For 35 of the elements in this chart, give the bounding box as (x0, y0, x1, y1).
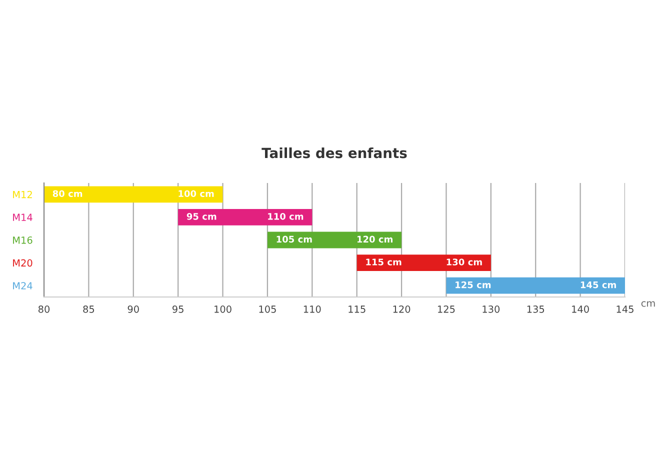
x-tick-label: 115 (348, 306, 366, 313)
x-tick-label: 100 (214, 306, 232, 313)
y-tick-label: M12 (13, 190, 32, 198)
x-tick-label: 95 (172, 306, 184, 313)
annotation: 105 cm (276, 236, 312, 243)
x-tick-label: 110 (304, 306, 321, 313)
y-tick-label: M24 (13, 282, 32, 290)
x-tick-label: 130 (482, 306, 500, 313)
x-tick-label: 105 (259, 306, 276, 313)
y-tick-label: M14 (13, 214, 32, 221)
chart-title: Tailles des enfants (262, 147, 407, 158)
annotation: 145 cm (580, 282, 616, 288)
annotation: 95 cm (186, 213, 216, 220)
x-tick-label: 140 (572, 306, 589, 313)
x-tick-label: 145 (616, 306, 634, 313)
bar (178, 208, 312, 226)
annotation: 125 cm (456, 281, 491, 288)
x-tick-label: 120 (393, 306, 410, 313)
annotation: 130 cm (446, 258, 482, 266)
x-axis-title: cm (641, 301, 655, 307)
x-tick-label: 90 (128, 306, 139, 313)
annotation: 115 cm (366, 258, 402, 266)
x-tick-label: 135 (527, 306, 544, 313)
annotation: 100 cm (178, 190, 214, 198)
bar (44, 186, 223, 203)
y-tick-label: M16 (13, 236, 32, 244)
bar (446, 277, 625, 294)
annotation: 80 cm (52, 190, 82, 198)
x-tick-label: 125 (438, 306, 455, 313)
annotation: 120 cm (357, 236, 392, 243)
y-tick-label: M20 (13, 259, 32, 267)
x-tick-label: 80 (38, 306, 50, 313)
annotation: 110 cm (268, 212, 304, 220)
bar (356, 254, 491, 272)
x-tick-label: 85 (83, 306, 94, 313)
